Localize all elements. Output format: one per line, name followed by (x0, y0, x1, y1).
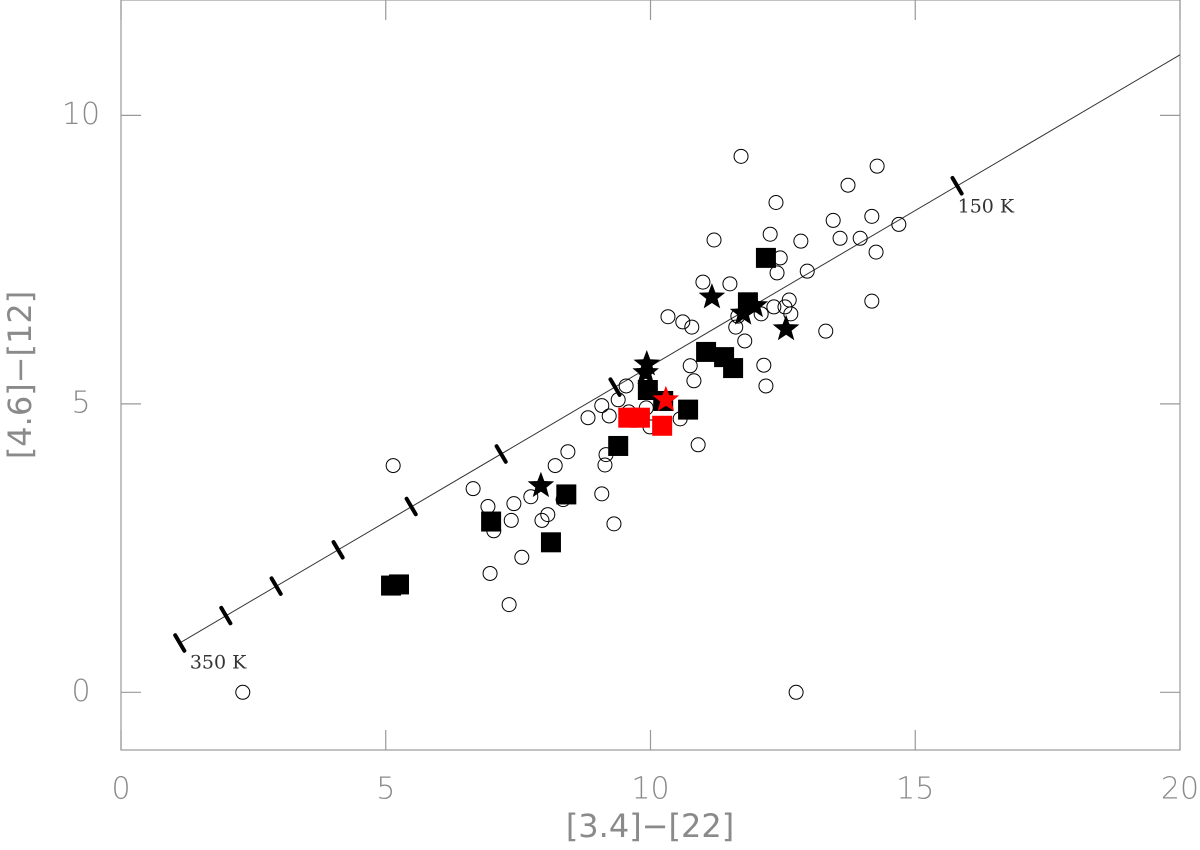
x-axis-label: [3.4]−[22] (566, 807, 734, 845)
point (769, 265, 785, 281)
point (799, 263, 815, 279)
point (722, 276, 738, 292)
point (608, 435, 629, 456)
point (825, 212, 841, 228)
x-tick-label: 20 (1161, 772, 1199, 807)
point (481, 511, 502, 532)
annotation: 350 K (190, 651, 247, 673)
x-tick-label: 0 (111, 772, 130, 807)
point (758, 378, 774, 394)
point (696, 341, 717, 362)
point (762, 226, 778, 242)
point (864, 293, 880, 309)
point (755, 247, 776, 268)
point (652, 415, 673, 436)
x-tick-label: 5 (376, 772, 395, 807)
model-line (178, 54, 1181, 644)
point (503, 512, 519, 528)
point (637, 380, 658, 400)
point (891, 216, 907, 232)
point (556, 484, 577, 505)
point (706, 232, 722, 248)
point (514, 549, 530, 565)
point (793, 233, 809, 249)
point (560, 444, 576, 460)
point (675, 314, 691, 330)
point (601, 408, 617, 424)
y-tick-label: 5 (71, 385, 90, 420)
point (527, 471, 555, 498)
point (783, 306, 799, 322)
point (768, 195, 784, 210)
point (632, 358, 659, 384)
point (733, 148, 749, 164)
point (737, 333, 753, 349)
point (501, 597, 517, 613)
point (772, 314, 800, 341)
temperature-mark (494, 444, 508, 464)
y-tick-label: 10 (62, 97, 100, 132)
point (385, 458, 401, 474)
point (682, 358, 698, 374)
point (832, 230, 848, 246)
y-axis-label: [4.6]−[12] (1, 291, 39, 459)
point (618, 378, 634, 394)
point (652, 385, 680, 412)
point (723, 358, 744, 379)
point (756, 357, 772, 373)
point (523, 489, 539, 505)
point (678, 399, 699, 420)
point (606, 516, 622, 532)
point (818, 323, 834, 339)
point (388, 574, 409, 595)
annotation: 150 K (958, 196, 1015, 218)
point (840, 177, 856, 193)
point (506, 496, 522, 512)
point (597, 457, 613, 473)
point (788, 684, 804, 700)
point (868, 244, 884, 260)
point (728, 319, 744, 335)
temperature-mark (219, 605, 233, 626)
y-tick-label: 0 (71, 674, 90, 709)
temperature-mark (950, 176, 964, 196)
point (629, 407, 650, 428)
x-tick-label: 10 (631, 772, 669, 807)
temperature-mark (608, 377, 622, 397)
point (235, 684, 251, 700)
point (480, 499, 496, 515)
point (869, 158, 885, 174)
point (580, 410, 596, 426)
point (684, 319, 700, 335)
point (852, 230, 868, 246)
point (547, 458, 563, 474)
temperature-mark (404, 496, 418, 517)
point (610, 392, 626, 408)
point (690, 437, 706, 453)
temperature-mark (173, 633, 187, 653)
point (540, 532, 561, 553)
point (686, 373, 702, 389)
point (660, 309, 676, 325)
point (698, 283, 726, 309)
temperature-mark (331, 540, 345, 560)
point (540, 507, 556, 523)
point (766, 299, 782, 315)
point (695, 274, 711, 290)
point (594, 398, 610, 414)
point (482, 565, 498, 581)
point (534, 512, 550, 528)
point (741, 291, 769, 318)
x-tick-label: 15 (896, 772, 934, 807)
point (594, 486, 610, 502)
point (729, 299, 757, 325)
point (465, 481, 481, 497)
point (864, 208, 880, 224)
temperature-mark (269, 576, 283, 596)
